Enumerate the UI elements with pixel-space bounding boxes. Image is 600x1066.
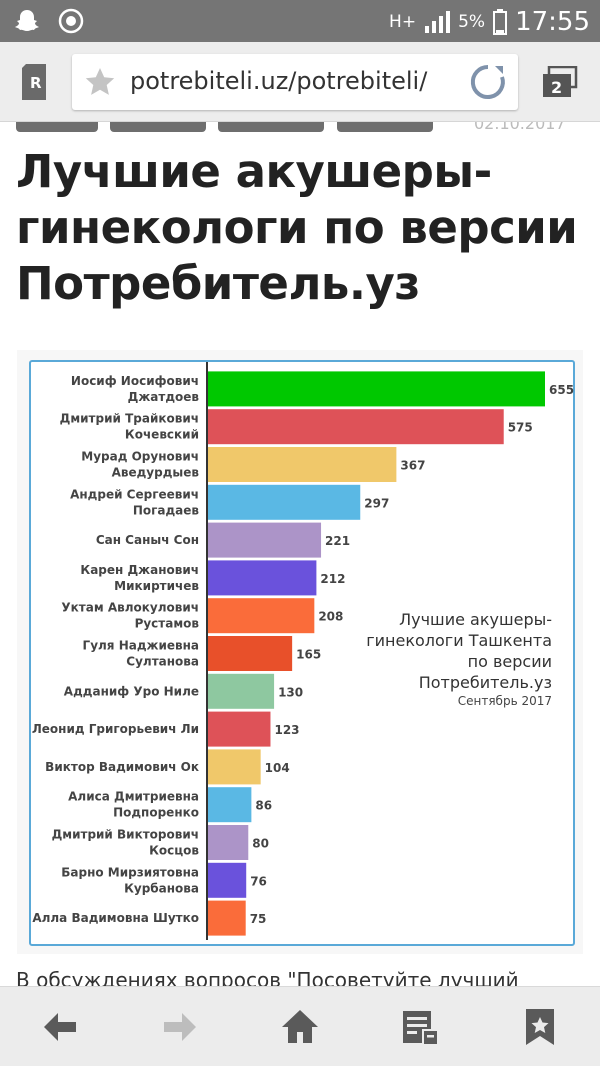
category-label: Сан Саныч Сон <box>96 533 199 547</box>
bar-value-label: 75 <box>250 912 267 926</box>
category-tag[interactable] <box>218 122 324 132</box>
chart-bar <box>207 900 246 936</box>
forward-arrow-icon[interactable] <box>160 1007 200 1047</box>
article-paragraph: В обсуждениях вопросов "Посоветуйте лучш… <box>16 968 519 986</box>
chart-bar <box>207 749 261 785</box>
category-label: Аведурдыев <box>112 466 200 480</box>
category-label: Джатдоев <box>128 390 200 404</box>
category-label: Султанова <box>126 655 199 669</box>
bar-value-label: 212 <box>320 572 345 586</box>
category-label: Иосиф Иосифович <box>71 374 199 388</box>
category-label: Кочевский <box>125 428 199 442</box>
article-date: 02.10.2017 <box>474 122 566 133</box>
chart-annotation: по версии <box>468 652 552 671</box>
category-label: Уктам Авлокулович <box>61 601 199 615</box>
category-label: Дмитрий Трайкович <box>60 412 199 426</box>
bar-value-label: 165 <box>296 648 321 662</box>
chart-bar <box>207 711 271 747</box>
category-label: Рустамов <box>135 617 200 631</box>
chart-bar <box>207 673 275 709</box>
category-label: Виктор Вадимович Ок <box>45 760 199 774</box>
status-bar: H+ 5% 17:55 <box>0 0 600 42</box>
bar-value-label: 123 <box>274 723 299 737</box>
url-bar[interactable]: potrebiteli.uz/potrebiteli/ <box>72 54 518 110</box>
article-title: Лучшие акушеры-гинекологи по версии Потр… <box>16 145 578 310</box>
chart-bar <box>207 598 315 634</box>
tab-count: 2 <box>551 78 562 97</box>
tabs-icon[interactable]: 2 <box>542 66 578 98</box>
bookmarks-icon[interactable] <box>520 1007 560 1047</box>
category-label: Косцов <box>149 844 199 858</box>
reader-mode-icon[interactable]: R <box>20 64 50 100</box>
chart-bar <box>207 560 317 596</box>
bar-chart: 655 Иосиф Иосифович Джатдоев 575 Дмитрий Тра… <box>32 362 574 940</box>
bar-value-label: 655 <box>549 383 574 397</box>
battery-percent: 5% <box>458 12 486 32</box>
bottom-navigation <box>0 986 600 1066</box>
category-label: Мурад Орунович <box>81 450 199 464</box>
category-label: Гуля Наджиевна <box>83 639 199 653</box>
chart-frame: 655 Иосиф Иосифович Джатдоев 575 Дмитрий Тра… <box>29 360 575 946</box>
browser-toolbar: R potrebiteli.uz/potrebiteli/ 2 <box>0 42 600 122</box>
reading-list-icon[interactable] <box>400 1007 440 1047</box>
category-label: Карен Джанович <box>80 563 199 577</box>
back-arrow-icon[interactable] <box>40 1007 80 1047</box>
clock: 17:55 <box>515 7 590 37</box>
category-tag[interactable] <box>337 122 433 132</box>
category-label: Андрей Сергеевич <box>70 487 199 501</box>
chart-bar <box>207 409 504 445</box>
category-label: Алиса Дмитриевна <box>68 790 199 804</box>
chart-bar <box>207 484 361 520</box>
url-text[interactable]: potrebiteli.uz/potrebiteli/ <box>130 67 428 95</box>
reload-icon[interactable] <box>468 62 508 102</box>
app-notification-icon <box>58 8 84 34</box>
chart-bar <box>207 447 397 482</box>
chart-bar <box>207 787 252 823</box>
chart-bar <box>207 522 322 558</box>
chart-bar <box>207 862 247 898</box>
bar-value-label: 367 <box>400 459 425 473</box>
chart-bar <box>207 371 545 407</box>
page-content: 02.10.2017 Лучшие акушеры-гинекологи по … <box>0 122 600 986</box>
bar-value-label: 86 <box>255 799 272 813</box>
category-tag[interactable] <box>110 122 206 132</box>
home-icon[interactable] <box>280 1007 320 1047</box>
chart-annotation-date: Сентябрь 2017 <box>458 694 552 708</box>
category-label: Алла Вадимовна Шутко <box>32 911 199 925</box>
bar-value-label: 130 <box>278 685 303 699</box>
bar-value-label: 575 <box>508 421 533 435</box>
signal-icon <box>425 11 451 33</box>
svg-text:R: R <box>30 74 42 92</box>
category-label: Погадаев <box>133 503 200 517</box>
chart-figure: 655 Иосиф Иосифович Джатдоев 575 Дмитрий Тра… <box>17 350 583 954</box>
snapchat-icon <box>15 10 39 31</box>
category-label: Подпоренко <box>113 806 199 820</box>
category-label: Барно Мирзиятовна <box>61 865 199 879</box>
chart-annotation: гинекологи Ташкента <box>366 631 552 650</box>
network-type: H+ <box>389 12 417 32</box>
battery-icon <box>493 9 508 35</box>
category-tag[interactable] <box>16 122 98 132</box>
bar-value-label: 221 <box>325 534 350 548</box>
category-label: Леонид Григорьевич Ли <box>32 722 199 736</box>
bar-value-label: 80 <box>252 837 269 851</box>
chart-bar <box>207 636 293 671</box>
category-label: Курбанова <box>124 881 199 895</box>
bookmark-star-icon[interactable] <box>84 66 116 98</box>
category-label: Дмитрий Викторович <box>52 828 199 842</box>
bar-value-label: 208 <box>318 610 343 624</box>
bar-value-label: 297 <box>364 496 389 510</box>
chart-annotation: Лучшие акушеры- <box>399 610 552 629</box>
category-label: Адданиф Уро Ниле <box>64 684 199 698</box>
chart-annotation: Потребитель.уз <box>419 673 552 692</box>
bar-value-label: 76 <box>250 874 267 888</box>
chart-bar <box>207 825 249 860</box>
category-label: Микиртичев <box>114 579 199 593</box>
bar-value-label: 104 <box>265 761 290 775</box>
